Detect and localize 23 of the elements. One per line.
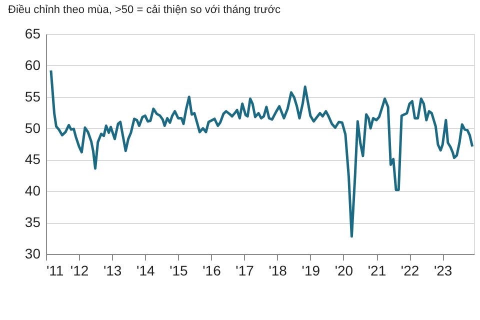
x-tick-label: '23	[434, 262, 452, 278]
x-tick-label: '21	[368, 262, 386, 278]
y-tick-label: 60	[24, 56, 41, 73]
x-tick-label: '11	[46, 262, 64, 278]
x-tick-label: '17	[236, 262, 254, 278]
x-tick-label: '20	[334, 262, 354, 278]
y-tick-label: 35	[24, 214, 41, 230]
y-tick-label: 30	[24, 246, 41, 262]
x-tick-label: '19	[302, 262, 320, 278]
x-tick-label: '18	[268, 262, 288, 278]
y-tick-label: 45	[24, 151, 41, 168]
y-tick-label: 40	[24, 182, 41, 199]
x-tick-label: '16	[202, 262, 222, 278]
x-tick-label: '12	[70, 262, 89, 278]
line-series	[50, 69, 474, 238]
y-tick-label: 50	[24, 120, 41, 136]
x-tick-label: '22	[400, 262, 420, 278]
x-tick-label: '15	[170, 262, 188, 278]
y-tick-label: 65	[24, 26, 41, 42]
x-tick-label: '13	[103, 262, 122, 278]
chart-subtitle: Điều chỉnh theo mùa, >50 = cải thiện so với tháng trước	[8, 4, 281, 16]
x-tick-label: '14	[136, 262, 155, 278]
y-tick-label: 55	[24, 88, 41, 104]
